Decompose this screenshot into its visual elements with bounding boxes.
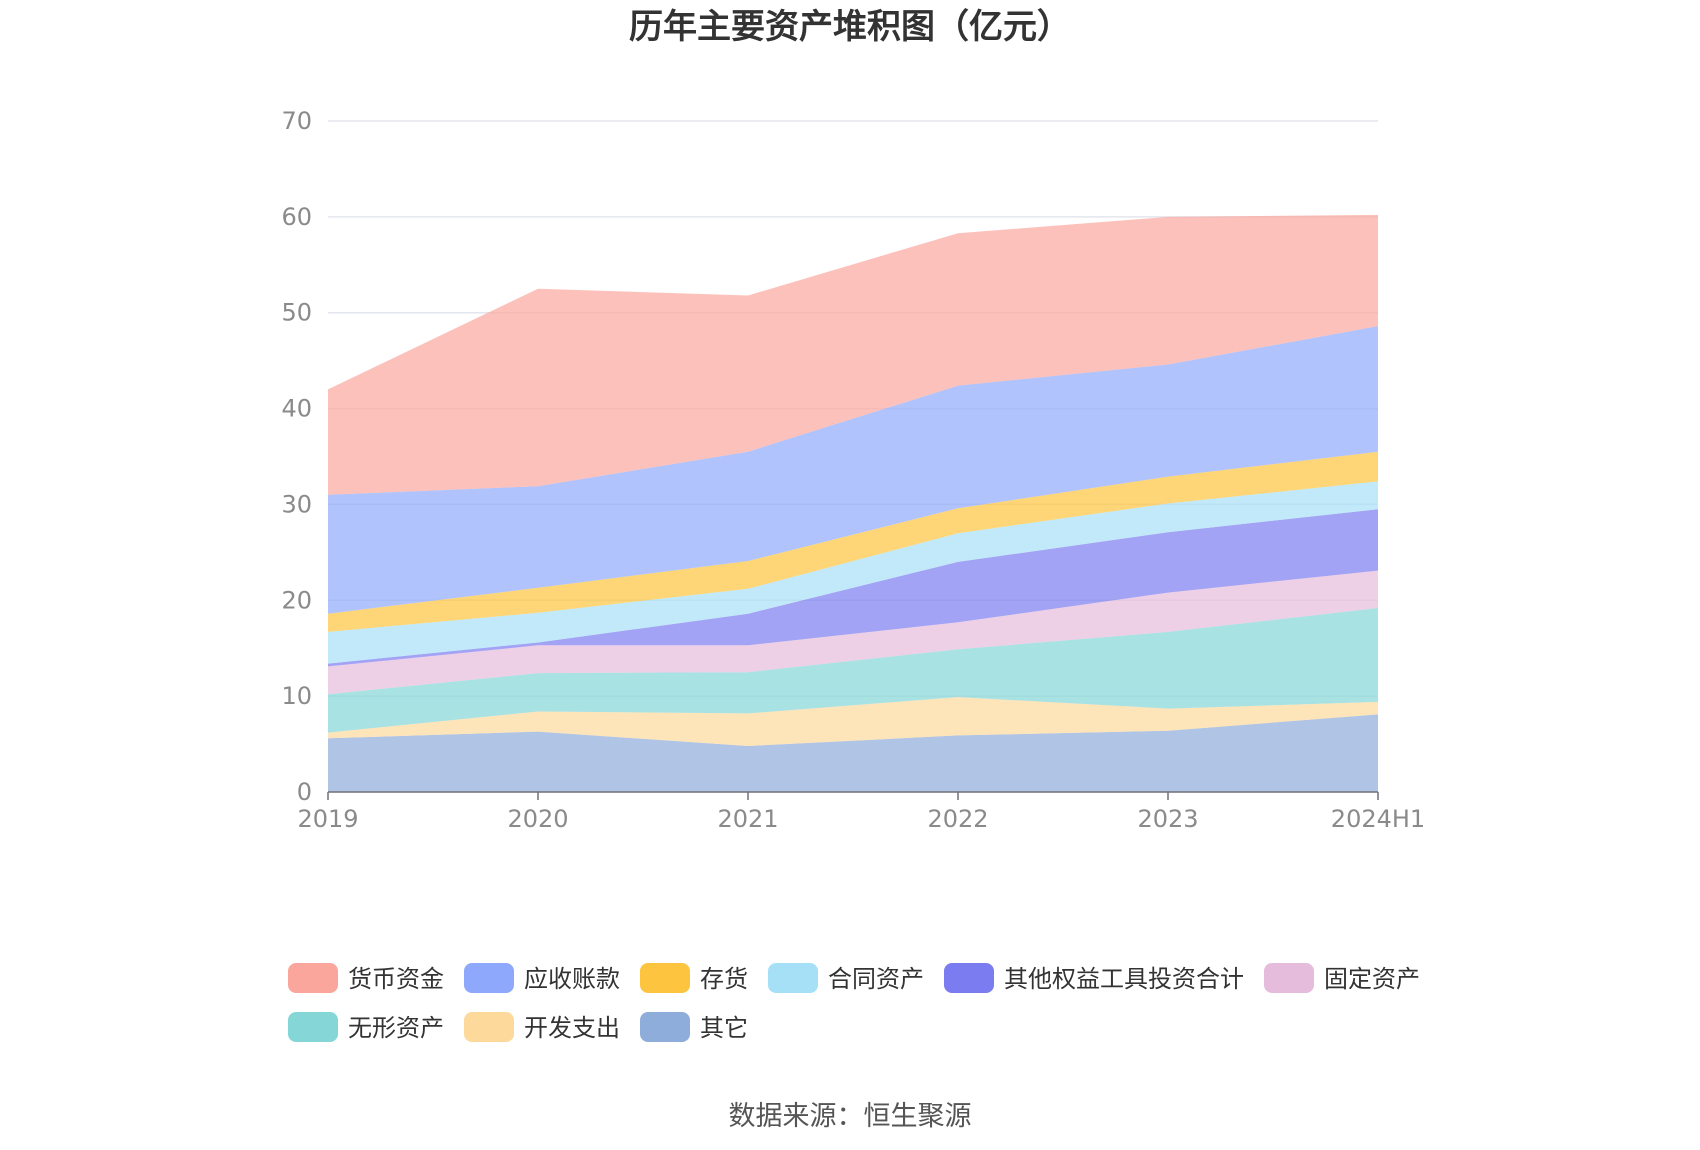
legend-item-1: 应收账款 [464,963,620,993]
legend-item-3: 合同资产 [768,963,924,993]
legend-swatch [288,1012,338,1042]
legend-item-0: 货币资金 [288,963,444,993]
area-series-7 [328,326,1378,614]
legend-swatch [288,963,338,993]
area-series [328,214,1378,792]
legend-label: 货币资金 [348,965,444,993]
legend-swatch [464,963,514,993]
legend-item-6: 无形资产 [288,1012,444,1042]
legend-swatch [640,963,690,993]
x-tick-label-2: 2021 [717,805,778,833]
legend-label: 固定资产 [1324,965,1420,993]
area-series-6 [328,451,1378,632]
legend-label: 存货 [700,965,748,993]
y-tick-label-10: 10 [281,682,312,710]
area-series-8 [328,214,1378,495]
x-tick-label-4: 2023 [1137,805,1198,833]
area-series-1 [328,697,1378,746]
chart-title: 历年主要资产堆积图（亿元） [629,7,1071,47]
data-source: 数据来源：恒生聚源 [729,1101,972,1132]
y-tick-label-70: 70 [281,107,312,135]
legend-swatch [768,963,818,993]
area-series-2 [328,608,1378,733]
area-series-4 [328,509,1378,667]
area-series-0 [328,714,1378,792]
area-series-3 [328,570,1378,695]
legend-label: 其它 [700,1014,748,1042]
y-tick-label-20: 20 [281,586,312,614]
axes: 0 10 20 30 40 50 60 70 2019 2020 2021 2022 2023 2024H… [281,107,1425,833]
y-tick-label-40: 40 [281,395,312,423]
y-tick-label-60: 60 [281,203,312,231]
legend-label: 无形资产 [348,1014,444,1042]
legend-swatch [464,1012,514,1042]
y-tick-label-30: 30 [281,490,312,518]
x-tick-label-3: 2022 [927,805,988,833]
x-tick-label-5: 2024H1 [1331,805,1425,833]
legend-item-4: 其他权益工具投资合计 [944,963,1244,993]
legend-swatch [944,963,994,993]
legend-swatch [640,1012,690,1042]
legend-label: 其他权益工具投资合计 [1004,965,1244,993]
legend-swatch [1264,963,1314,993]
y-tick-label-0: 0 [297,778,312,806]
legend-label: 开发支出 [524,1014,620,1042]
legend-label: 应收账款 [524,965,620,993]
legend-label: 合同资产 [828,965,924,993]
legend-item-7: 开发支出 [464,1012,620,1042]
legend-item-8: 其它 [640,1012,748,1042]
x-tick-label-0: 2019 [297,805,358,833]
legend-item-5: 固定资产 [1264,963,1420,993]
x-tick-label-1: 2020 [507,805,568,833]
y-tick-label-50: 50 [281,299,312,327]
legend-item-2: 存货 [640,963,748,993]
area-series-5 [328,481,1378,664]
